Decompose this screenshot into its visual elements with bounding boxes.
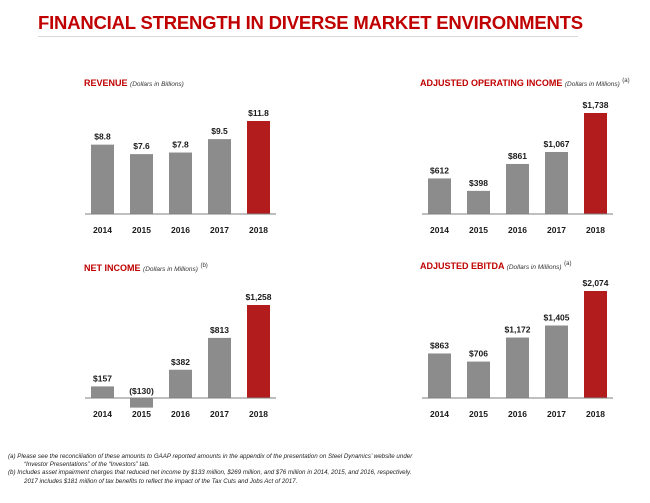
category-label-2014: 2014 (430, 225, 449, 235)
bar-2018 (247, 305, 270, 398)
footnote-a-line-1: (a) Please see the reconciliation of the… (8, 453, 413, 460)
value-label-2018: $11.8 (248, 108, 269, 118)
chart-footnote-ref: (b) (200, 263, 208, 269)
category-label-2015: 2015 (132, 225, 151, 235)
bar-2015 (467, 190, 490, 214)
category-label-2017: 2017 (547, 409, 566, 419)
category-label-2018: 2018 (586, 225, 605, 235)
value-label-2015: ($130) (129, 386, 154, 396)
net-income-chart-title: NET INCOME (Dollars in Millions) (b) (84, 263, 208, 273)
value-label-2015: $706 (469, 349, 488, 359)
value-label-2018: $2,074 (583, 278, 609, 288)
adjusted-ebitda-bar-chart: $863 2014 $706 2015 $1,172 2016 $1,405 2017 $2,0… (422, 278, 613, 419)
bar-2017 (545, 151, 568, 214)
adjusted-operating-income-chart-title: ADJUSTED OPERATING INCOME (Dollars in Mi… (420, 78, 630, 88)
title-divider (38, 36, 578, 37)
category-label-2016: 2016 (171, 409, 190, 419)
category-label-2015: 2015 (469, 409, 488, 419)
value-label-2017: $9.5 (211, 126, 228, 136)
category-label-2015: 2015 (469, 225, 488, 235)
page-title: FINANCIAL STRENGTH IN DIVERSE MARKET ENV… (38, 12, 583, 33)
adjusted-operating-income-bar-chart: $612 2014 $398 2015 $861 2016 $1,067 2017 $1,738… (422, 100, 613, 235)
category-label-2016: 2016 (508, 409, 527, 419)
bar-2018 (584, 291, 607, 398)
bar-2017 (208, 139, 231, 214)
footnote-b-line-1: (b) Includes asset impairment charges th… (8, 469, 412, 477)
value-label-2017: $1,067 (544, 139, 570, 149)
chart-footnote-ref: (a) (564, 261, 572, 267)
bar-2015 (130, 154, 153, 214)
category-label-2014: 2014 (430, 409, 449, 419)
footnote-b-line-2: 2017 includes $181 million of tax benefi… (24, 477, 298, 485)
footnote-a-line-2: “Investor Presentations” of the “Investo… (24, 461, 150, 469)
category-label-2017: 2017 (547, 225, 566, 235)
bar-2017 (545, 325, 568, 398)
value-label-2015: $7.6 (133, 141, 150, 151)
category-label-2014: 2014 (93, 225, 112, 235)
value-label-2017: $1,405 (544, 313, 570, 323)
value-label-2016: $861 (508, 151, 527, 161)
category-label-2018: 2018 (249, 225, 268, 235)
chart-footnote-ref: (a) (622, 78, 630, 84)
value-label-2018: $1,258 (246, 292, 272, 302)
value-label-2016: $7.8 (172, 140, 189, 150)
chart-unit-label: (Dollars in Millions) (143, 266, 198, 273)
category-label-2018: 2018 (586, 409, 605, 419)
category-label-2018: 2018 (249, 409, 268, 419)
bar-2017 (208, 337, 231, 398)
chart-title: ADJUSTED OPERATING INCOME (420, 78, 563, 88)
chart-unit-label: (Dollars in Billions) (130, 81, 184, 88)
bar-2014 (428, 178, 451, 214)
value-label-2018: $1,738 (583, 100, 609, 110)
bar-2018 (247, 121, 270, 214)
chart-unit-label: (Dollars in Millions) (564, 81, 620, 88)
bar-2016 (506, 163, 529, 214)
bar-2016 (169, 152, 192, 214)
bar-2016 (506, 337, 529, 398)
bar-2014 (91, 144, 114, 214)
value-label-2015: $398 (469, 178, 488, 188)
value-label-2014: $612 (430, 165, 449, 175)
chart-title: NET INCOME (84, 263, 141, 273)
category-label-2014: 2014 (93, 409, 112, 419)
value-label-2016: $382 (171, 357, 190, 367)
net-income-bar-chart: $157 2014 ($130) 2015 $382 2016 $813 2017 $1,258… (85, 292, 276, 419)
category-label-2016: 2016 (171, 225, 190, 235)
chart-title: ADJUSTED EBITDA (420, 261, 505, 271)
revenue-chart-title: REVENUE (Dollars in Billions) (84, 78, 184, 88)
chart-unit-label: (Dollars in Millions) (506, 264, 562, 271)
value-label-2014: $8.8 (94, 132, 111, 142)
revenue-bar-chart: $8.8 2014 $7.6 2015 $7.8 2016 $9.5 2017 $11.8 201… (85, 108, 276, 235)
bar-2016 (169, 369, 192, 398)
chart-title: REVENUE (84, 78, 128, 88)
value-label-2014: $863 (430, 340, 449, 350)
adjusted-ebitda-chart-title: ADJUSTED EBITDA (Dollars in Millions) (a… (420, 261, 571, 271)
value-label-2014: $157 (93, 373, 112, 383)
value-label-2017: $813 (210, 325, 229, 335)
category-label-2015: 2015 (132, 409, 151, 419)
bar-2014 (428, 353, 451, 398)
category-label-2016: 2016 (508, 225, 527, 235)
bar-2015 (467, 361, 490, 398)
category-label-2017: 2017 (210, 409, 229, 419)
bar-2015 (130, 398, 153, 408)
footnotes: (a) Please see the reconciliation of the… (8, 453, 633, 486)
bar-2018 (584, 113, 607, 214)
category-label-2017: 2017 (210, 225, 229, 235)
bar-2014 (91, 386, 114, 398)
value-label-2016: $1,172 (505, 325, 531, 335)
